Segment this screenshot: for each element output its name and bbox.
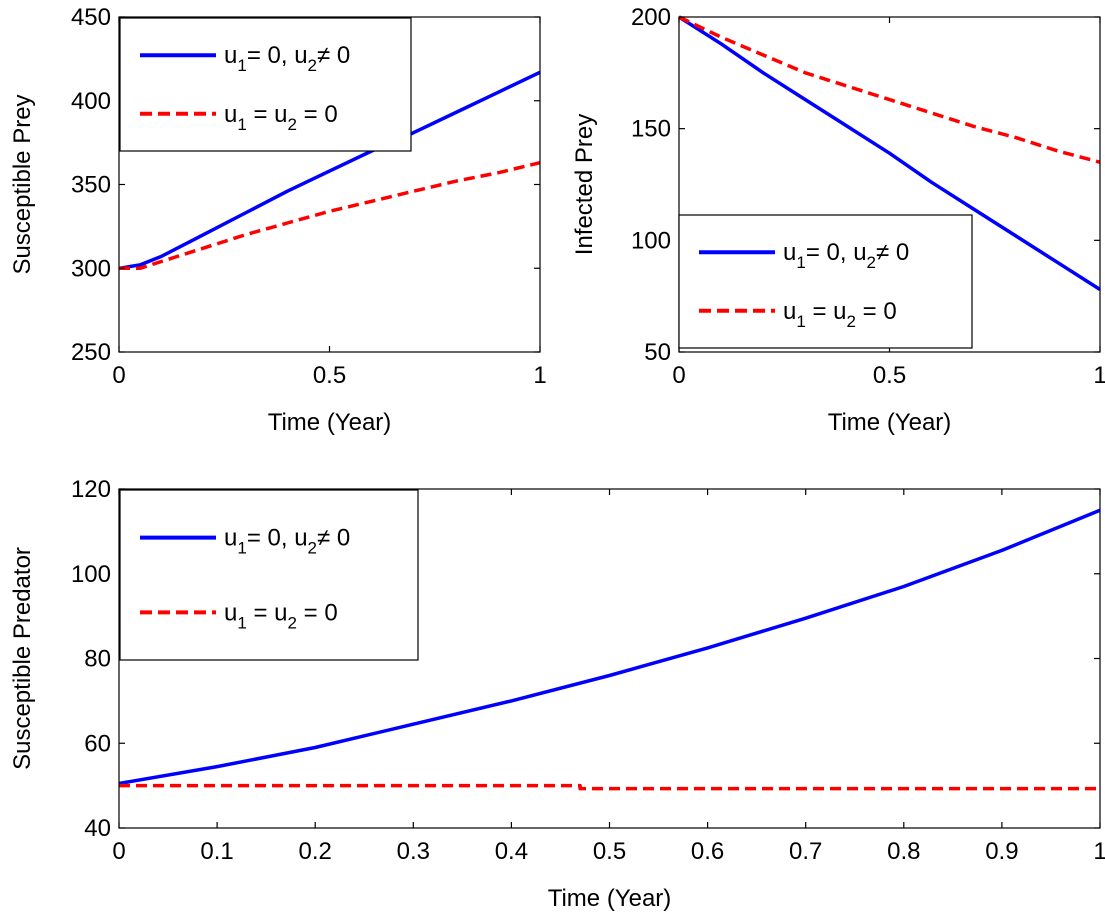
- susceptible-predator-solid-line: [118, 508, 1101, 786]
- x-tick-label: 1: [1093, 362, 1105, 389]
- x-tick-label: 0.8: [887, 838, 920, 865]
- susceptible-prey-legend-entry-1: u1= 0, u2≠ 0: [140, 42, 350, 75]
- infected-prey-series: [678, 15, 1101, 291]
- susceptible-prey-x-axis-label: Time (Year): [268, 409, 392, 436]
- susceptible-predator-dashed-line: [119, 783, 1100, 791]
- y-tick-label: 400: [71, 88, 111, 115]
- susceptible-predator-legend-entry-1-label: u1= 0, u2≠ 0: [224, 525, 350, 558]
- y-tick-label: 300: [71, 255, 111, 282]
- y-tick-label: 120: [71, 476, 111, 503]
- y-tick-label: 450: [71, 4, 111, 31]
- susceptible-prey-dashed-line: [119, 160, 541, 271]
- susceptible-predator-legend-entry-2: u1 = u2 = 0: [140, 599, 338, 632]
- infected-prey-y-axis-label: Infected Prey: [571, 114, 598, 255]
- susceptible-prey-legend-entry-2-label: u1 = u2 = 0: [224, 101, 338, 134]
- infected-prey-legend-entry-1: u1= 0, u2≠ 0: [699, 239, 909, 272]
- x-tick-label: 0: [112, 838, 125, 865]
- susceptible-prey-y-axis-label: Susceptible Prey: [9, 94, 36, 274]
- susceptible-prey-legend: u1= 0, u2≠ 0 u1 = u2 = 0: [119, 17, 412, 152]
- x-tick-label: 0.1: [200, 838, 233, 865]
- y-tick-label: 250: [71, 339, 111, 366]
- susceptible-predator-chart: 0 0.1 0.2 0.3 0.4 0.5 0.6 0.7 0.8 0.9 1 40 60 80 100 12…: [9, 476, 1105, 912]
- x-tick-label: 1: [1093, 838, 1105, 865]
- infected-prey-legend-entry-1-label: u1= 0, u2≠ 0: [783, 239, 909, 272]
- susceptible-predator-y-axis-label: Susceptible Predator: [9, 547, 36, 770]
- y-tick-label: 350: [71, 172, 111, 199]
- infected-prey-solid-line: [678, 15, 1101, 291]
- x-tick-label: 0.5: [873, 362, 906, 389]
- infected-prey-legend: u1= 0, u2≠ 0 u1 = u2 = 0: [678, 214, 973, 349]
- infected-prey-dashed-line: [678, 15, 1101, 164]
- x-tick-label: 0.9: [985, 838, 1018, 865]
- susceptible-prey-legend-entry-2: u1 = u2 = 0: [140, 101, 338, 134]
- x-tick-label: 0: [672, 362, 685, 389]
- x-tick-label: 0.2: [299, 838, 332, 865]
- infected-prey-x-axis-label: Time (Year): [828, 409, 952, 436]
- susceptible-predator-legend-box: [119, 489, 419, 661]
- susceptible-predator-x-axis-label: Time (Year): [548, 885, 672, 912]
- susceptible-prey-chart: 0 0.5 1 250 300 350 400 450 Time (Year) Suscept…: [9, 4, 547, 436]
- susceptible-prey-ticks: 0 0.5 1 250 300 350 400 450: [71, 4, 547, 389]
- x-tick-label: 0.5: [593, 838, 626, 865]
- susceptible-prey-solid-line: [118, 70, 541, 271]
- susceptible-prey-legend-entry-1-label: u1= 0, u2≠ 0: [224, 42, 350, 75]
- y-tick-label: 100: [71, 561, 111, 588]
- x-tick-label: 0: [112, 362, 125, 389]
- infected-prey-legend-entry-2: u1 = u2 = 0: [699, 298, 897, 331]
- susceptible-prey-series: [118, 70, 541, 271]
- susceptible-predator-legend: u1= 0, u2≠ 0 u1 = u2 = 0: [119, 489, 419, 661]
- y-tick-label: 50: [644, 339, 671, 366]
- infected-prey-legend-entry-2-label: u1 = u2 = 0: [783, 298, 897, 331]
- x-tick-label: 1: [533, 362, 546, 389]
- x-tick-label: 0.5: [313, 362, 346, 389]
- y-tick-label: 150: [631, 116, 671, 143]
- susceptible-predator-legend-entry-1: u1= 0, u2≠ 0: [140, 525, 350, 558]
- y-tick-label: 40: [84, 815, 111, 842]
- y-tick-label: 100: [631, 227, 671, 254]
- infected-prey-legend-box: [678, 214, 973, 349]
- y-tick-label: 80: [84, 646, 111, 673]
- susceptible-predator-series: [118, 508, 1101, 791]
- susceptible-predator-ticks: 0 0.1 0.2 0.3 0.4 0.5 0.6 0.7 0.8 0.9 1 40 60 80 100 12…: [71, 476, 1105, 865]
- susceptible-prey-legend-box: [119, 17, 412, 152]
- y-tick-label: 200: [631, 4, 671, 31]
- susceptible-predator-legend-entry-2-label: u1 = u2 = 0: [224, 599, 338, 632]
- x-tick-label: 0.7: [789, 838, 822, 865]
- y-tick-label: 60: [84, 730, 111, 757]
- x-tick-label: 0.3: [397, 838, 430, 865]
- x-tick-label: 0.6: [691, 838, 724, 865]
- x-tick-label: 0.4: [495, 838, 528, 865]
